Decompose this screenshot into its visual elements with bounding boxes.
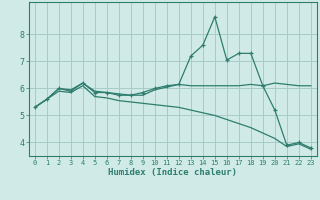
X-axis label: Humidex (Indice chaleur): Humidex (Indice chaleur) bbox=[108, 168, 237, 177]
